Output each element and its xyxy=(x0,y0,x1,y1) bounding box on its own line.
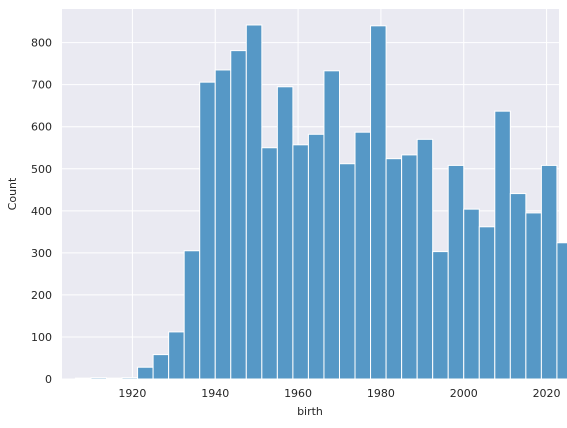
x-tick-labels: 1920 1940 1960 1980 2000 2020 xyxy=(118,387,560,400)
histogram-bar xyxy=(245,24,263,380)
histogram-bar xyxy=(152,354,170,380)
histogram-bar xyxy=(199,81,216,380)
x-axis-label: birth xyxy=(297,405,323,418)
histogram-bar xyxy=(463,208,480,380)
x-tick-label: 2000 xyxy=(450,387,478,400)
histogram-bar xyxy=(338,163,356,380)
y-axis-label: Count xyxy=(6,177,19,210)
x-tick-label: 1920 xyxy=(118,387,146,400)
histogram-bar xyxy=(276,86,294,380)
x-tick-label: 1980 xyxy=(367,387,395,400)
x-tick-label: 2020 xyxy=(533,387,561,400)
histogram-bar xyxy=(292,144,309,380)
histogram-bar xyxy=(509,193,527,380)
y-tick-label: 0 xyxy=(45,373,52,386)
x-tick-label: 1940 xyxy=(201,387,229,400)
histogram-bar xyxy=(74,377,92,380)
x-tick-label: 1960 xyxy=(284,387,312,400)
y-tick-label: 500 xyxy=(31,163,52,176)
y-tick-label: 800 xyxy=(31,37,52,50)
histogram-bar xyxy=(401,154,418,380)
y-tick-label: 300 xyxy=(31,247,52,260)
y-tick-label: 700 xyxy=(31,79,52,92)
histogram-bar xyxy=(261,147,278,380)
histogram-bar xyxy=(121,377,139,380)
histogram-bar xyxy=(168,331,185,380)
histogram-bar xyxy=(354,131,372,380)
histogram-bar xyxy=(478,226,496,380)
y-tick-labels: 0 100 200 300 400 500 600 700 800 xyxy=(31,37,52,386)
histogram-bar xyxy=(540,164,558,380)
histogram-bar xyxy=(370,25,387,380)
histogram-bars xyxy=(74,24,567,380)
histogram-bar xyxy=(525,212,542,380)
histogram-bar xyxy=(447,164,465,380)
histogram-bar xyxy=(183,250,201,380)
y-tick-label: 600 xyxy=(31,121,52,134)
histogram-bar xyxy=(137,366,154,380)
histogram-bar xyxy=(556,242,567,380)
histogram-bar xyxy=(90,377,108,380)
histogram-bar xyxy=(432,251,449,380)
y-tick-label: 400 xyxy=(31,205,52,218)
y-tick-label: 200 xyxy=(31,289,52,302)
histogram-bar xyxy=(323,70,340,380)
histogram-bar xyxy=(385,158,403,380)
histogram-bar xyxy=(230,50,247,380)
histogram-bar xyxy=(307,133,325,380)
histogram-bar xyxy=(416,138,434,380)
y-tick-label: 100 xyxy=(31,331,52,344)
histogram-bar xyxy=(106,377,123,380)
histogram-bar xyxy=(214,69,232,380)
histogram-bar xyxy=(494,110,511,380)
